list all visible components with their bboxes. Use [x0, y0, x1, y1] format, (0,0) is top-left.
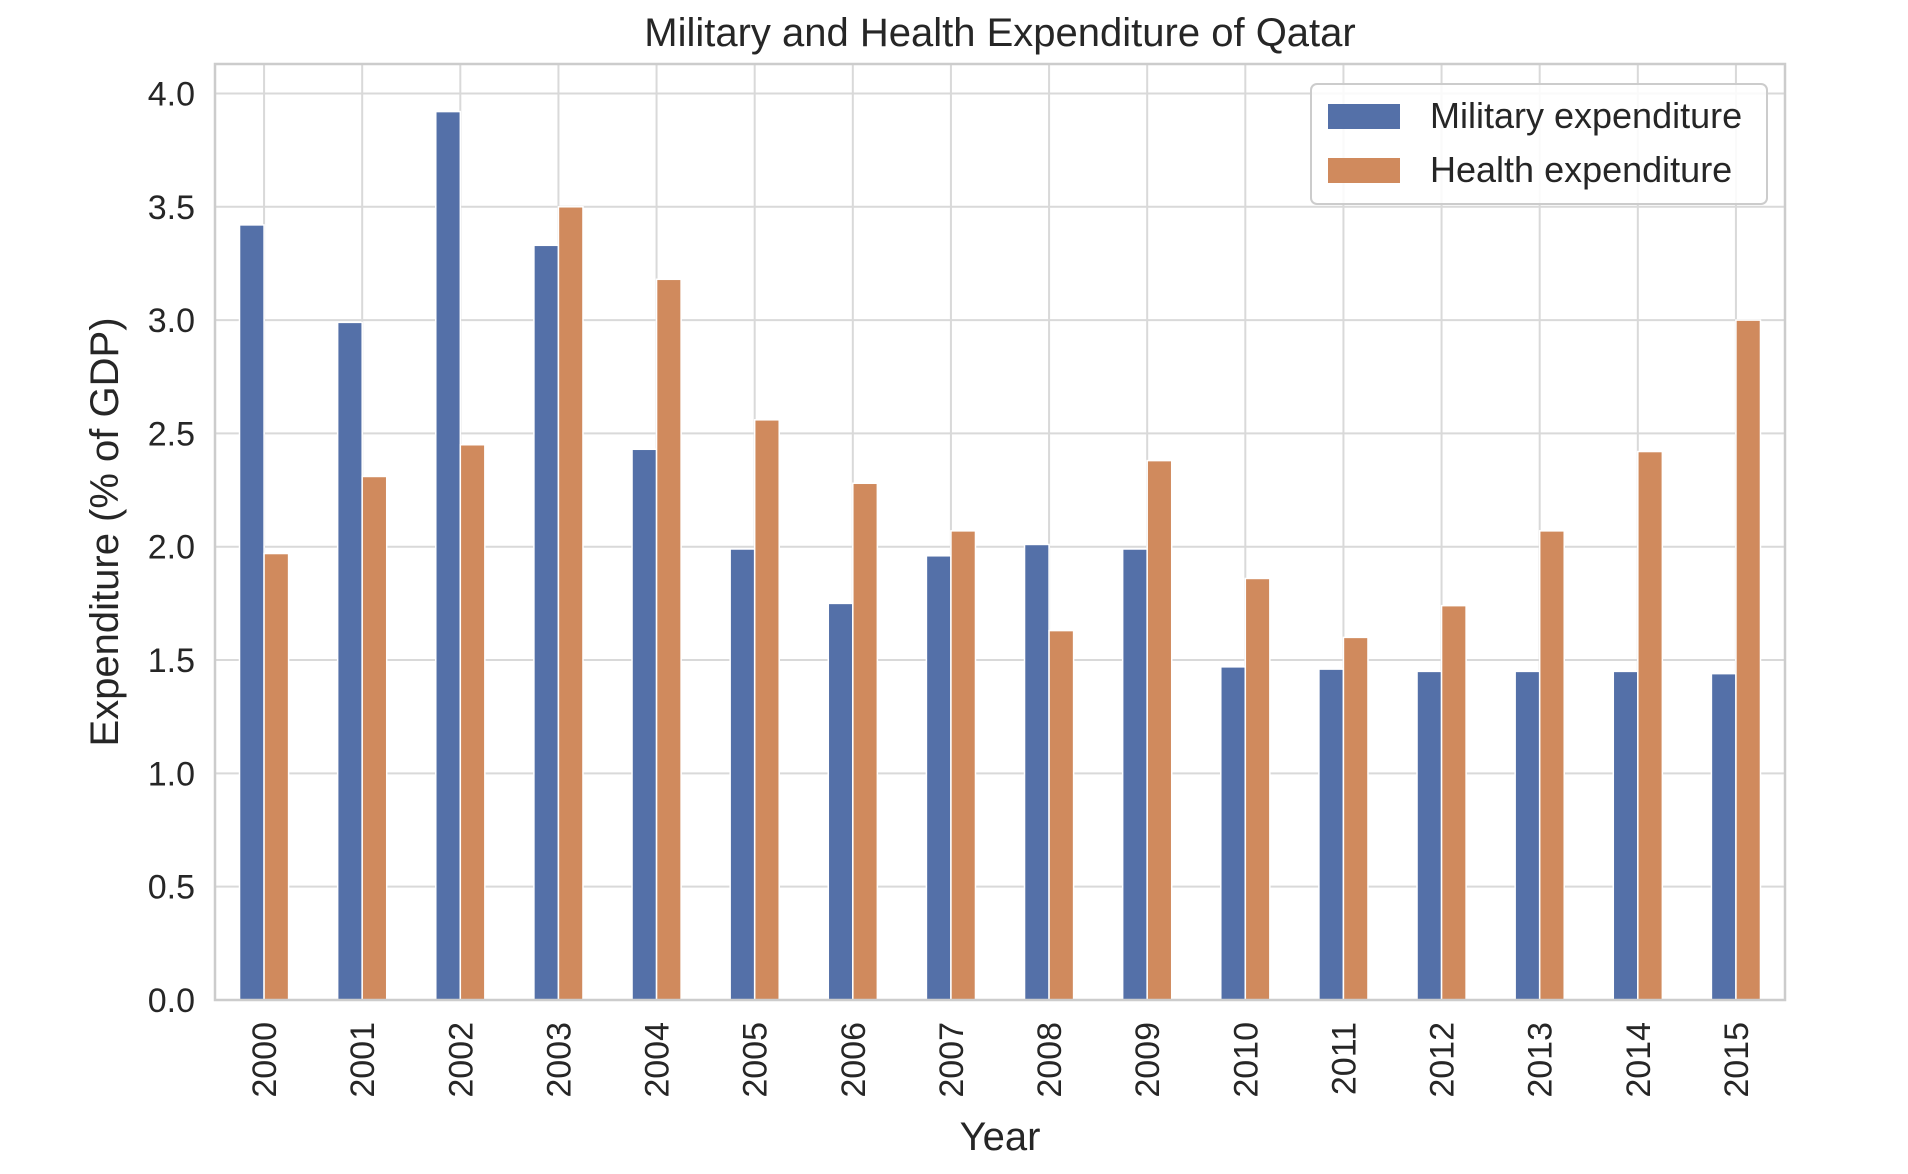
bar-military-2013 [1514, 670, 1541, 1001]
bar-military-2008 [1023, 543, 1050, 1001]
bar-military-2007 [925, 555, 952, 1001]
bar-health-2014 [1637, 450, 1664, 1001]
y-tick-label: 1.0 [148, 755, 195, 793]
bar-health-2004 [655, 278, 682, 1001]
bar-health-2009 [1146, 459, 1173, 1001]
y-axis-ticks: 0.0 0.5 1.0 1.5 2.0 2.5 3.0 3.5 4.0 [148, 75, 195, 1020]
bar-health-2008 [1048, 629, 1075, 1001]
bar-health-2005 [753, 419, 780, 1001]
bar-military-2004 [631, 448, 658, 1001]
legend-frame [1310, 83, 1768, 205]
x-tick-label: 2009 [1129, 1022, 1167, 1098]
bar-military-2003 [533, 244, 560, 1001]
bar-health-2001 [361, 475, 388, 1001]
bar-health-2012 [1440, 604, 1467, 1001]
bar-health-2006 [852, 482, 879, 1001]
y-tick-label: 3.0 [148, 302, 195, 340]
legend: Military expenditure Health expenditure [1310, 83, 1768, 205]
y-tick-label: 1.5 [148, 642, 195, 680]
x-tick-label: 2007 [933, 1022, 971, 1098]
x-tick-label: 2006 [835, 1022, 873, 1098]
x-tick-label: 2004 [639, 1022, 677, 1098]
bar-health-2002 [459, 443, 486, 1001]
bar-military-2010 [1220, 666, 1247, 1001]
x-tick-label: 2015 [1718, 1022, 1756, 1098]
y-tick-label: 2.5 [148, 415, 195, 453]
y-tick-label: 3.5 [148, 189, 195, 227]
legend-swatch-military [1328, 104, 1400, 129]
bar-military-2011 [1318, 668, 1345, 1001]
bar-health-2003 [557, 206, 584, 1001]
x-tick-label: 2005 [737, 1022, 775, 1098]
y-tick-label: 0.5 [148, 869, 195, 907]
bar-military-2001 [336, 321, 363, 1001]
x-tick-label: 2002 [442, 1022, 480, 1098]
bar-military-2000 [238, 224, 265, 1001]
legend-label-military: Military expenditure [1430, 95, 1742, 136]
x-axis-label: Year [960, 1115, 1041, 1159]
plot-frame [213, 62, 1787, 1002]
bar-health-2000 [263, 552, 290, 1001]
bars [238, 110, 1762, 1001]
x-tick-label: 2008 [1031, 1022, 1069, 1098]
x-tick-label: 2010 [1227, 1022, 1265, 1098]
bar-health-2010 [1244, 577, 1271, 1001]
bar-military-2005 [729, 548, 756, 1001]
chart-title: Military and Health Expenditure of Qatar [644, 11, 1355, 55]
legend-swatch-health [1328, 158, 1400, 183]
x-tick-label: 2003 [540, 1022, 578, 1098]
y-tick-label: 0.0 [148, 982, 195, 1020]
x-tick-label: 2011 [1325, 1022, 1363, 1095]
bar-health-2013 [1538, 530, 1565, 1001]
bar-health-2015 [1735, 319, 1762, 1001]
bar-health-2011 [1342, 636, 1369, 1001]
bar-military-2015 [1710, 672, 1737, 1001]
bar-military-2002 [435, 110, 462, 1001]
x-tick-label: 2001 [344, 1022, 382, 1098]
x-tick-label: 2014 [1620, 1022, 1658, 1098]
bar-military-2014 [1612, 670, 1639, 1001]
x-axis-ticks: 2000 2001 2002 2003 2004 2005 2006 2007 2008 2009… [246, 1022, 1756, 1098]
x-tick-label: 2000 [246, 1022, 284, 1098]
bar-military-2009 [1121, 548, 1148, 1001]
legend-label-health: Health expenditure [1430, 149, 1732, 190]
y-tick-label: 4.0 [148, 75, 195, 113]
bar-military-2006 [827, 602, 854, 1001]
y-tick-label: 2.0 [148, 529, 195, 567]
y-axis-label: Expenditure (% of GDP) [83, 317, 127, 746]
bar-military-2012 [1416, 670, 1443, 1001]
x-tick-label: 2013 [1522, 1022, 1560, 1098]
x-tick-label: 2012 [1424, 1022, 1462, 1098]
bar-health-2007 [950, 530, 977, 1001]
